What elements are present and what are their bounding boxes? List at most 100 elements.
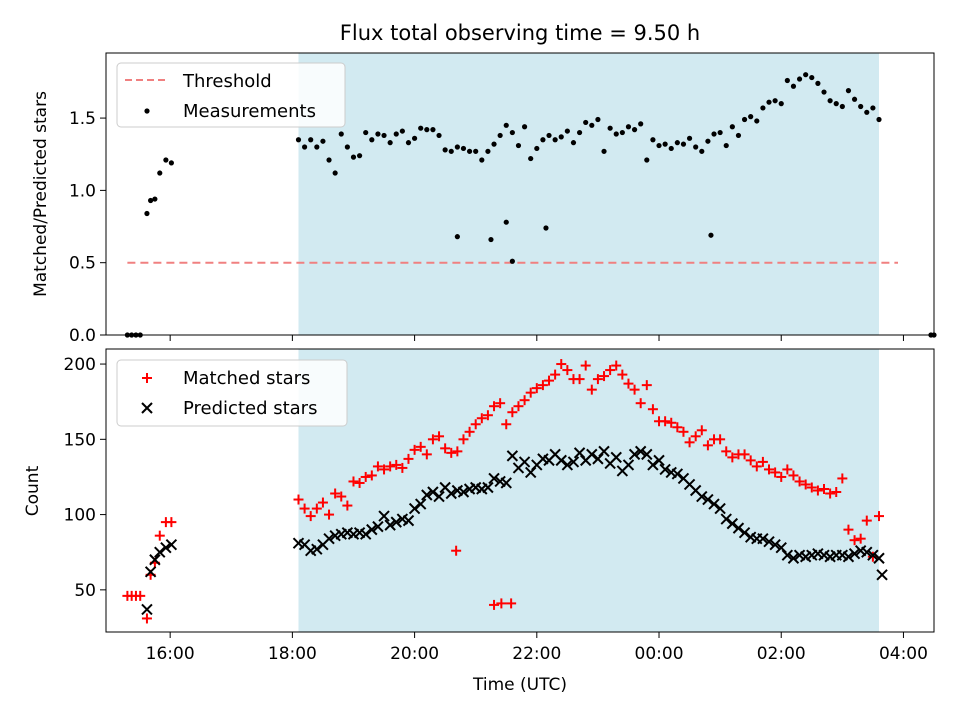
predicted-star-point (311, 543, 323, 555)
matched-star-point (513, 401, 524, 412)
measurement-point (491, 141, 497, 147)
measurement-point (778, 101, 784, 107)
measurement-point (705, 138, 711, 144)
matched-star-point (482, 410, 493, 421)
matched-star-point (629, 384, 640, 395)
measurement-point (625, 124, 632, 130)
predicted-star-point (561, 459, 574, 471)
matched-star-point (354, 477, 365, 488)
measurement-point (601, 148, 607, 154)
measurement-point (845, 88, 852, 94)
matched-star-point (366, 470, 377, 481)
legend-predicted-label: Predicted stars (183, 398, 317, 419)
measurement-point (148, 197, 154, 204)
matched-star-point (458, 434, 469, 445)
legend-measurements-swatch (144, 108, 150, 114)
measurement-point (543, 225, 549, 231)
measurement-point (363, 129, 369, 136)
predicted-star-point (876, 569, 888, 581)
measurement-point (833, 101, 839, 107)
predicted-star-point (359, 528, 372, 540)
predicted-star-point (647, 459, 659, 471)
matched-star-point (464, 426, 475, 437)
predicted-star-point (390, 516, 402, 528)
x-tick-label: 04:00 (879, 644, 928, 664)
legend-predicted-swatch (141, 402, 153, 414)
measurement-point (528, 155, 534, 162)
measurement-point (295, 137, 302, 143)
x-tick-label: 02:00 (757, 644, 806, 664)
matched-star-point (611, 360, 622, 371)
matched-star-point (800, 479, 811, 490)
measurement-point (375, 131, 381, 137)
matched-star-point (825, 488, 836, 499)
measurement-point (497, 132, 503, 139)
predicted-star-point (763, 535, 775, 548)
matched-star-point (702, 440, 713, 451)
predicted-star-point (421, 489, 433, 501)
predicted-star-point (384, 519, 396, 531)
predicted-star-point (408, 502, 421, 515)
measurement-point (839, 103, 845, 110)
matched-star-point (641, 380, 652, 391)
measurement-point (350, 154, 357, 160)
matched-star-point (446, 447, 457, 458)
matched-star-point (336, 491, 347, 502)
measurement-point (809, 74, 815, 81)
matched-star-point (831, 487, 842, 498)
measurement-point (424, 127, 430, 133)
predicted-star-point (634, 445, 647, 458)
predicted-star-point (781, 549, 794, 561)
measurement-point (163, 157, 169, 163)
matched-star-point (476, 413, 487, 424)
predicted-star-point (867, 549, 879, 561)
measurement-point (717, 129, 723, 136)
matched-star-point (154, 530, 165, 541)
measurement-point (796, 76, 803, 82)
predicted-star-point (586, 448, 598, 461)
matched-star-point (496, 598, 507, 609)
matched-star-point (874, 511, 885, 522)
matched-star-point (550, 369, 561, 380)
predicted-star-point (433, 490, 445, 503)
measurement-point (650, 137, 656, 143)
measurement-point (662, 141, 668, 147)
top-panel-ylabel: Matched/Predicted stars (31, 91, 51, 297)
matched-star-point (348, 476, 359, 487)
matched-star-point (776, 471, 787, 482)
predicted-star-point (628, 448, 641, 461)
matched-star-point (739, 449, 750, 460)
measurement-point (784, 77, 790, 84)
measurement-point (760, 105, 766, 111)
matched-star-point (635, 398, 646, 409)
matched-star-point (421, 449, 432, 460)
measurement-point (656, 142, 662, 149)
measurement-point (827, 98, 833, 104)
matched-star-point (470, 419, 481, 430)
legend-matched-label: Matched stars (183, 368, 310, 389)
matched-star-point (342, 500, 353, 511)
predicted-star-point (414, 498, 427, 510)
chart-title: Flux total observing time = 9.50 h (340, 21, 700, 45)
x-tick-label: 18:00 (268, 644, 317, 664)
measurement-point (332, 170, 338, 176)
matched-star-point (495, 398, 506, 409)
measurement-point (570, 140, 577, 146)
predicted-star-point (720, 513, 732, 525)
matched-star-point (751, 461, 762, 472)
matched-star-point (788, 470, 799, 481)
y-tick-label: 0.5 (69, 254, 96, 274)
measurement-point (711, 131, 717, 137)
matched-star-point (690, 431, 701, 442)
measurement-point (338, 131, 344, 137)
measurement-point (168, 160, 174, 166)
predicted-star-point (842, 551, 855, 563)
measurement-point (320, 138, 326, 144)
legend-measurements-label: Measurements (183, 101, 316, 122)
predicted-star-point (427, 486, 439, 498)
bottom-panel-window (298, 349, 880, 632)
y-tick-label: 150 (64, 430, 96, 450)
matched-star-point (837, 473, 848, 484)
y-tick-label: 50 (74, 581, 96, 601)
